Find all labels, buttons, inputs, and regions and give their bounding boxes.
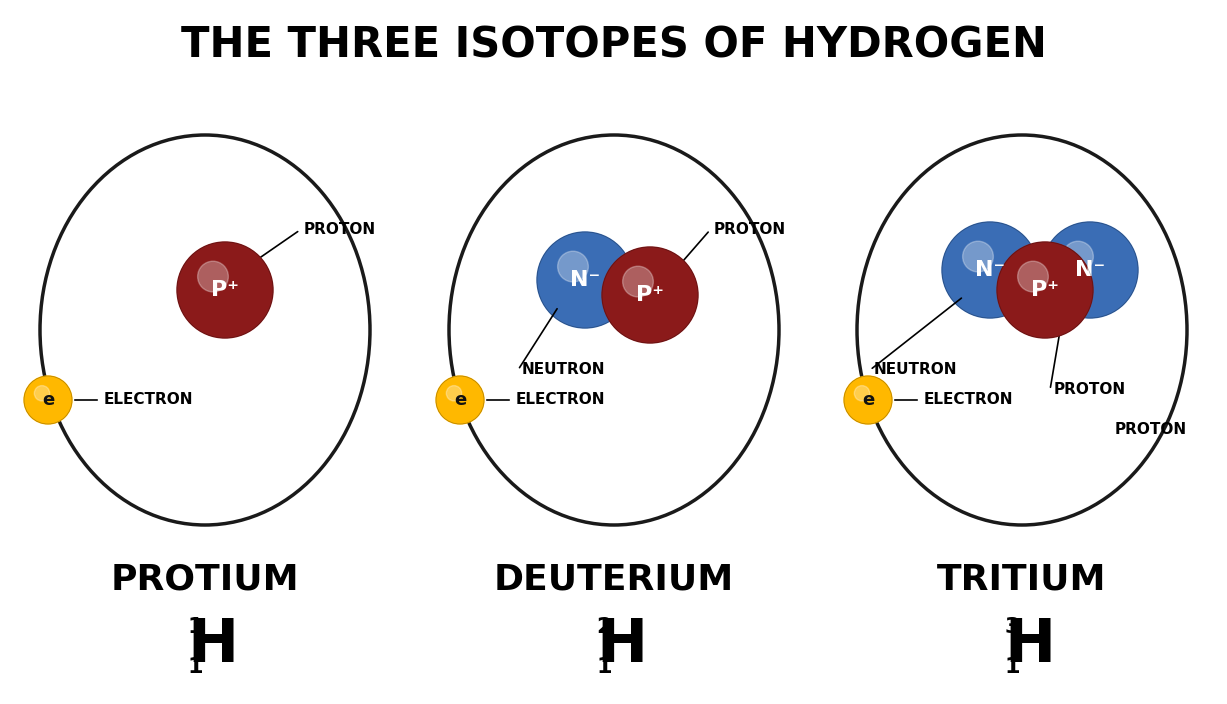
Circle shape [1017, 261, 1048, 292]
Text: H: H [596, 615, 648, 674]
Circle shape [963, 241, 994, 272]
Circle shape [447, 386, 461, 401]
Text: DEUTERIUM: DEUTERIUM [494, 563, 734, 597]
Text: PROTON: PROTON [304, 222, 377, 237]
Circle shape [557, 251, 589, 282]
Circle shape [34, 386, 49, 401]
Text: PROTON: PROTON [714, 222, 787, 237]
Text: THE THREE ISOTOPES OF HYDROGEN: THE THREE ISOTOPES OF HYDROGEN [180, 24, 1047, 66]
Text: 3: 3 [1005, 617, 1020, 637]
Circle shape [1042, 222, 1137, 318]
Text: 1: 1 [1004, 657, 1020, 677]
Circle shape [198, 261, 228, 292]
Text: e: e [42, 391, 54, 409]
Text: TRITIUM: TRITIUM [937, 563, 1107, 597]
Text: NEUTRON: NEUTRON [874, 363, 957, 377]
Circle shape [844, 376, 892, 424]
Text: H: H [1005, 615, 1055, 674]
Text: N⁻: N⁻ [975, 260, 1005, 280]
Text: N⁻: N⁻ [569, 270, 600, 290]
Circle shape [436, 376, 483, 424]
Circle shape [854, 386, 870, 401]
Circle shape [942, 222, 1038, 318]
Text: NEUTRON: NEUTRON [521, 363, 605, 377]
Text: 1: 1 [188, 657, 202, 677]
Text: PROTON: PROTON [1054, 382, 1126, 398]
Circle shape [25, 376, 72, 424]
Text: PROTON: PROTON [1115, 422, 1188, 437]
Text: PROTIUM: PROTIUM [110, 563, 299, 597]
Circle shape [622, 266, 653, 297]
Text: ELECTRON: ELECTRON [924, 393, 1014, 408]
Circle shape [602, 247, 698, 343]
Text: P⁺: P⁺ [1031, 280, 1059, 300]
Text: P⁺: P⁺ [636, 285, 664, 305]
Circle shape [177, 242, 272, 338]
Text: 1: 1 [596, 657, 612, 677]
Circle shape [1063, 241, 1093, 272]
Text: 1: 1 [188, 617, 202, 637]
Text: P⁺: P⁺ [211, 280, 239, 300]
Text: ELECTRON: ELECTRON [517, 393, 605, 408]
Text: ELECTRON: ELECTRON [104, 393, 194, 408]
Text: H: H [188, 615, 238, 674]
Text: e: e [454, 391, 466, 409]
Text: N⁻: N⁻ [1075, 260, 1106, 280]
Circle shape [537, 232, 633, 328]
Text: 2: 2 [596, 617, 612, 637]
Text: e: e [861, 391, 874, 409]
Circle shape [998, 242, 1093, 338]
